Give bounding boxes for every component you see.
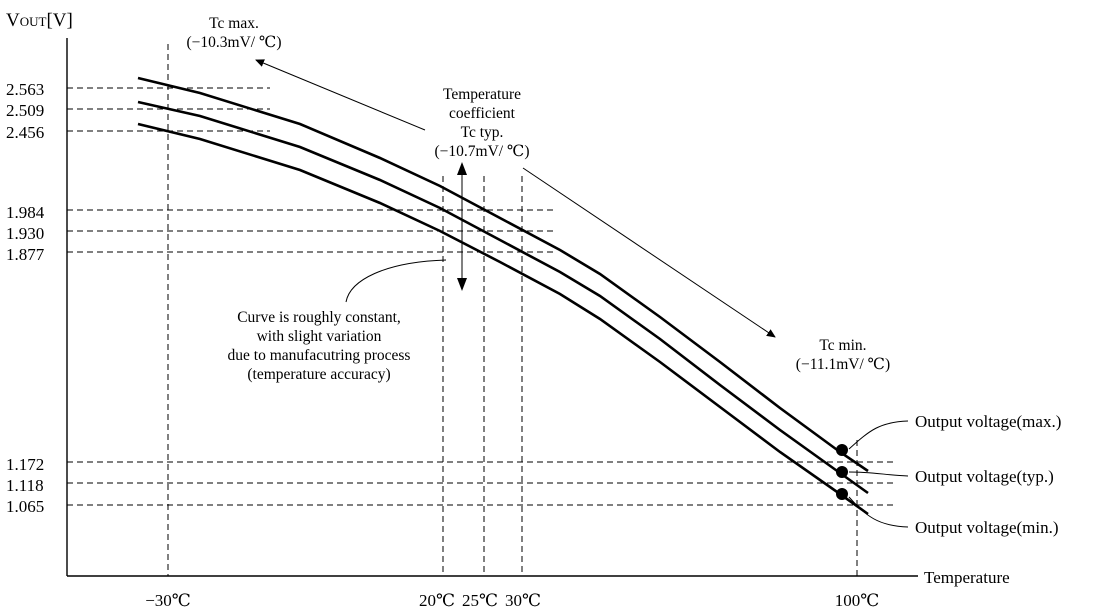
tc-max-annotation: Tc max. (−10.3mV/ ℃)	[187, 15, 282, 51]
tc-typ-line: (−10.7mV/ ℃)	[435, 143, 530, 160]
tc-typ-annotation: Temperature coefficient Tc typ. (−10.7mV…	[435, 86, 530, 160]
tc-min-title: Tc min.	[819, 337, 866, 354]
y-tick-label: 1.877	[6, 245, 45, 264]
variation-arrow	[457, 162, 467, 291]
x-tick-label: 30℃	[505, 591, 541, 610]
leader-lines	[848, 420, 909, 528]
y-tick-label: 2.456	[6, 123, 44, 142]
curve-typ	[137, 100, 869, 495]
tc-min-arrow	[522, 167, 776, 338]
y-axis-label: VOUT[V]	[6, 10, 73, 31]
point-min	[836, 488, 848, 500]
y-tick-labels: 2.563 2.509 2.456 1.984 1.930 1.877 1.17…	[6, 80, 45, 516]
tc-typ-line: coefficient	[449, 105, 516, 122]
data-points	[836, 444, 848, 500]
tc-typ-line: Tc typ.	[461, 124, 504, 141]
y-tick-label: 1.930	[6, 224, 44, 243]
x-tick-labels: −30℃ 20℃ 25℃ 30℃ 100℃	[145, 591, 879, 610]
tc-max-value: (−10.3mV/ ℃)	[187, 34, 282, 51]
y-tick-label: 1.172	[6, 455, 44, 474]
tc-typ-line: Temperature	[443, 86, 521, 103]
x-tick-label: 25℃	[462, 591, 498, 610]
point-max	[836, 444, 848, 456]
curve-note: Curve is roughly constant, with slight v…	[228, 309, 411, 383]
y-tick-label: 1.984	[6, 203, 45, 222]
x-tick-label: 100℃	[835, 591, 880, 610]
curve-note-line: due to manufacutring process	[228, 347, 411, 364]
reference-lines	[67, 44, 893, 576]
tc-max-arrow	[255, 59, 426, 131]
tc-max-title: Tc max.	[209, 15, 259, 32]
curves	[137, 76, 869, 516]
tc-min-annotation: Tc min. (−11.1mV/ ℃)	[796, 337, 890, 373]
point-typ	[836, 466, 848, 478]
curve-min	[137, 122, 869, 516]
x-tick-label: −30℃	[145, 591, 191, 610]
curve-max	[137, 76, 869, 473]
curve-note-line: with slight variation	[257, 328, 382, 345]
curve-note-line: (temperature accuracy)	[247, 366, 390, 383]
y-tick-label: 1.118	[6, 476, 44, 495]
y-tick-label: 2.563	[6, 80, 44, 99]
output-typ-label: Output voltage(typ.)	[915, 467, 1054, 486]
tc-min-value: (−11.1mV/ ℃)	[796, 356, 890, 373]
output-max-label: Output voltage(max.)	[915, 412, 1061, 431]
curve-note-line: Curve is roughly constant,	[237, 309, 401, 326]
y-tick-label: 1.065	[6, 497, 44, 516]
curve-note-leader	[345, 259, 447, 303]
x-axis-label: Temperature	[924, 568, 1010, 587]
x-tick-label: 20℃	[419, 591, 455, 610]
output-min-label: Output voltage(min.)	[915, 518, 1059, 537]
y-tick-label: 2.509	[6, 101, 44, 120]
